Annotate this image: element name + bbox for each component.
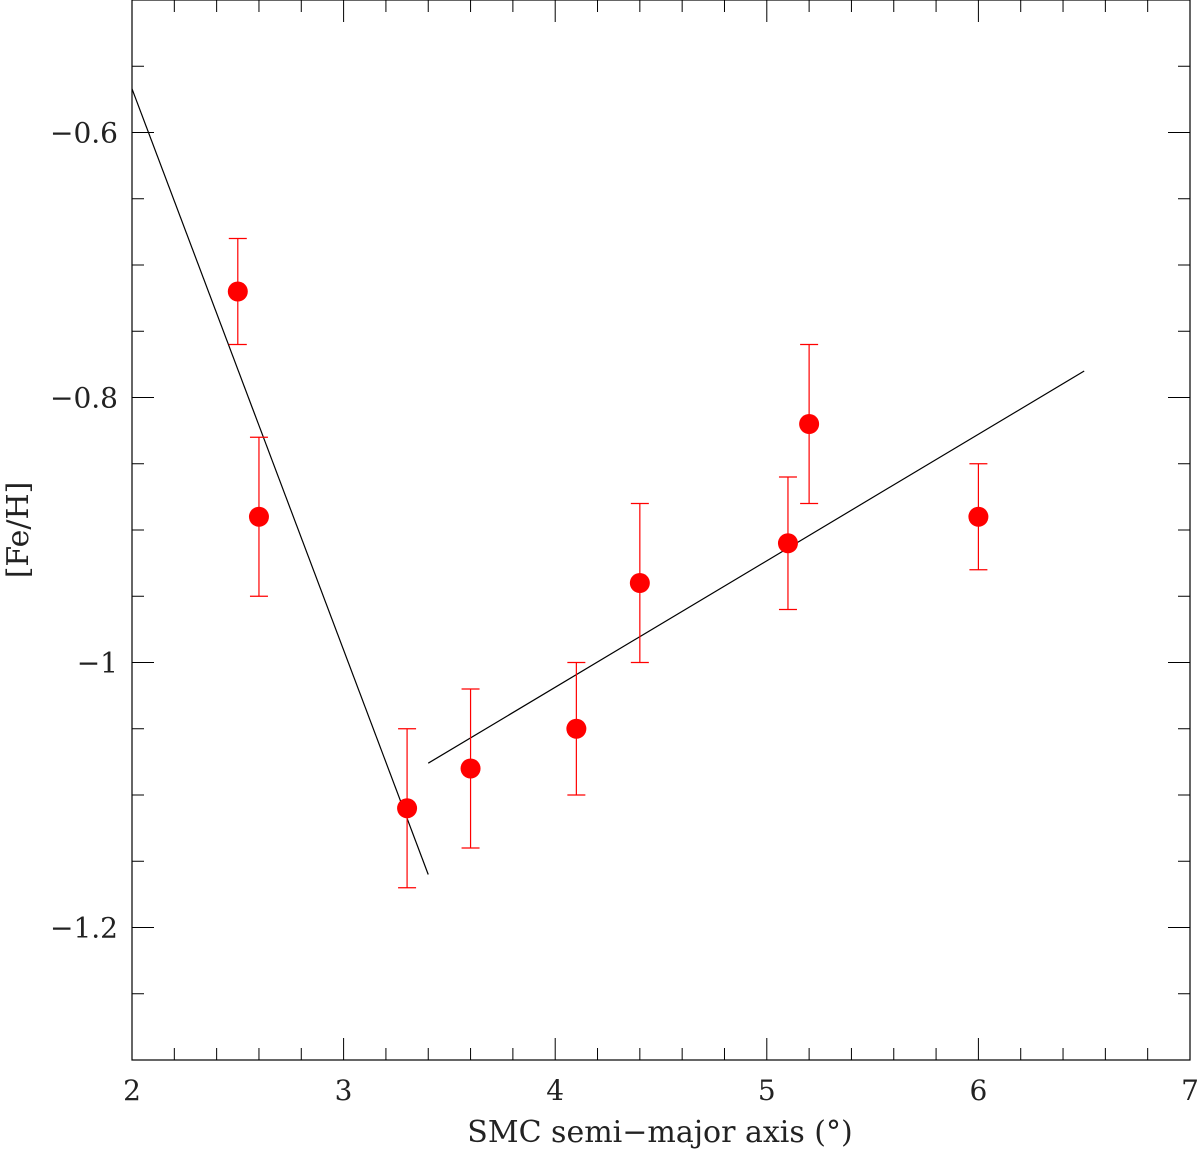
- labels-group: SMC semi−major axis (°) [Fe/H] 2 3 4 5 6 7 −1.…: [1, 117, 1199, 1151]
- data-point: [566, 718, 587, 739]
- fit-line: [131, 88, 429, 875]
- y-tick-label: −1: [77, 647, 118, 680]
- data-point: [397, 798, 418, 819]
- x-tick-label: 4: [546, 1074, 564, 1107]
- errorbars-group: [228, 237, 988, 889]
- y-tick-label: −1.2: [50, 912, 118, 945]
- data-point: [227, 281, 248, 302]
- data-point: [460, 758, 481, 779]
- fit-line: [427, 370, 1085, 764]
- y-axis-title: [Fe/H]: [1, 482, 36, 579]
- x-tick-label: 7: [1181, 1074, 1199, 1107]
- y-tick-label: −0.8: [50, 382, 118, 415]
- plot-frame: [131, 0, 1191, 1061]
- fit-lines-group: [131, 88, 1085, 875]
- axes-group: [131, 0, 1191, 1061]
- x-tick-label: 3: [335, 1074, 353, 1107]
- x-tick-label: 5: [758, 1074, 776, 1107]
- data-point: [777, 533, 798, 554]
- data-point: [629, 573, 650, 593]
- points-group: [227, 281, 989, 819]
- data-point: [968, 506, 989, 527]
- x-tick-label: 2: [123, 1074, 141, 1107]
- data-point: [248, 506, 269, 527]
- x-tick-label: 6: [969, 1074, 987, 1107]
- data-point: [799, 414, 820, 434]
- x-axis-title: SMC semi−major axis (°): [467, 1115, 852, 1150]
- y-tick-label: −0.6: [50, 117, 118, 150]
